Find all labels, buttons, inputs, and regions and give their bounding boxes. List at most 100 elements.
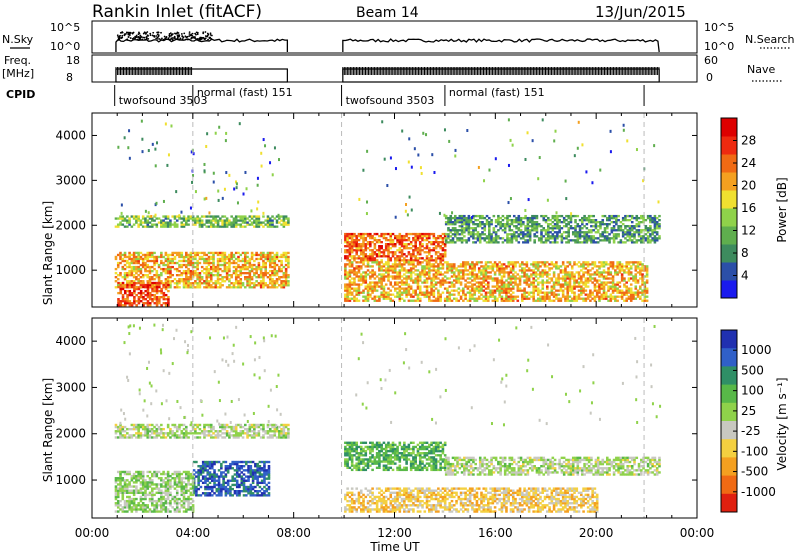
echo-cell [550, 263, 554, 266]
echo-cell [525, 263, 529, 266]
echo-cell [522, 221, 525, 224]
echo-cell [535, 225, 539, 228]
echo-cell [628, 237, 632, 240]
echo-cell [471, 285, 474, 288]
echo-cell [556, 233, 559, 236]
echo-cell [591, 293, 594, 296]
echo-cell [237, 257, 240, 261]
echo-cell [378, 255, 381, 258]
echo-cell [266, 221, 270, 224]
nsearch-point [137, 36, 140, 38]
echo-cell [387, 287, 390, 290]
echo-cell [515, 231, 518, 234]
echo-cell [262, 138, 265, 142]
echo-cell [577, 265, 581, 268]
echo-cell [570, 265, 574, 268]
echo-cell [553, 241, 557, 244]
echo-cell [412, 299, 415, 302]
echo-cell [532, 271, 535, 274]
echo-cell [580, 265, 583, 268]
echo-cell [428, 267, 431, 270]
echo-cell [423, 247, 427, 250]
echo-cell [569, 225, 573, 228]
echo-cell [280, 263, 283, 267]
echo-cell [577, 281, 581, 284]
echo-cell [523, 275, 526, 278]
echo-cell [607, 273, 610, 276]
echo-cell [546, 295, 549, 298]
echo-cell [615, 221, 618, 224]
echo-cell [344, 299, 347, 302]
echo-cell [634, 275, 638, 278]
echo-cell [591, 277, 594, 280]
echo-cell [209, 286, 213, 289]
nsky-trace-segment [342, 38, 660, 53]
echo-cell [541, 279, 545, 282]
echo-cell [506, 235, 509, 238]
echo-cell [515, 225, 518, 228]
echo-cell [548, 299, 551, 302]
echo-cell [119, 273, 122, 277]
echo-cell [375, 281, 379, 284]
echo-cell [250, 223, 254, 226]
echo-cell [271, 259, 274, 263]
echo-cell [369, 271, 372, 274]
echo-cell [633, 235, 636, 238]
echo-cell [278, 278, 281, 281]
echo-cell [570, 277, 574, 280]
echo-cell [268, 257, 272, 261]
echo-cell [548, 281, 551, 284]
echo-cell [548, 297, 551, 300]
echo-cell [619, 241, 623, 244]
echo-cell [477, 291, 481, 294]
echo-cell [248, 271, 252, 275]
echo-cell [412, 267, 415, 270]
echo-cell [268, 273, 272, 277]
echo-cell [540, 229, 543, 232]
echo-cell [546, 287, 549, 290]
echo-cell [196, 271, 199, 275]
echo-cell [506, 241, 509, 244]
echo-cell [462, 273, 465, 276]
echo-cell [175, 251, 179, 255]
echo-cell [462, 291, 465, 294]
echo-cell [434, 287, 438, 290]
echo-cell [615, 233, 618, 236]
echo-cell [366, 297, 370, 300]
echo-cell [189, 271, 193, 275]
echo-cell [350, 238, 354, 242]
echo-cell [212, 171, 215, 175]
echo-cell [169, 286, 172, 289]
echo-cell [600, 287, 604, 290]
echo-cell [214, 273, 218, 277]
echo-cell [393, 236, 397, 240]
echo-cell [498, 261, 501, 264]
echo-cell [350, 283, 354, 286]
echo-cell [598, 285, 601, 288]
echo-cell [574, 227, 577, 230]
echo-cell [259, 221, 263, 224]
echo-cell [581, 235, 584, 238]
echo-cell [578, 233, 582, 236]
echo-cell [216, 269, 220, 273]
echo-cell [580, 263, 583, 266]
echo-cell [207, 251, 211, 255]
echo-cell [154, 213, 157, 217]
echo-cell [536, 265, 540, 268]
echo-cell [366, 293, 370, 296]
echo-cell [414, 240, 417, 244]
nave-trace-segment [115, 68, 288, 83]
echo-cell [346, 293, 349, 296]
echo-cell [400, 291, 404, 294]
echo-cell [534, 299, 538, 302]
echo-cell [391, 263, 395, 266]
nsky-tick-bottom: 10^0 [50, 40, 80, 53]
echo-cell [241, 257, 245, 261]
echo-cell [539, 275, 542, 278]
echo-cell [553, 214, 557, 218]
echo-cell [617, 235, 620, 238]
echo-cell [645, 281, 649, 284]
echo-cell [123, 263, 127, 267]
echo-cell [150, 253, 154, 257]
echo-cell [437, 245, 440, 248]
